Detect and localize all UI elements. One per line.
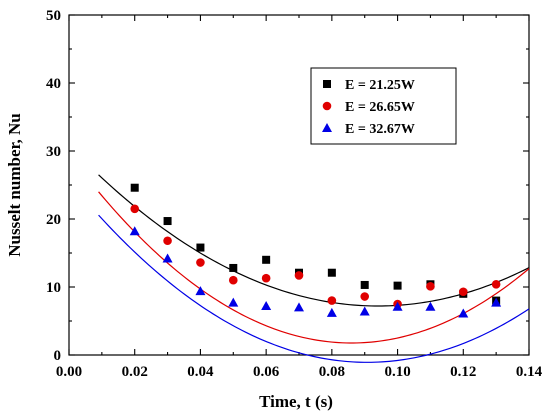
data-point xyxy=(359,306,370,316)
data-point xyxy=(360,292,370,301)
data-point xyxy=(129,226,140,236)
x-tick-label: 0.06 xyxy=(253,364,280,380)
x-tick-label: 0.02 xyxy=(122,364,148,380)
x-tick-label: 0.08 xyxy=(319,364,345,380)
y-tick-label: 50 xyxy=(46,8,61,24)
x-tick-label: 0.04 xyxy=(187,364,214,380)
data-point xyxy=(195,286,206,296)
data-point xyxy=(327,296,337,305)
data-point xyxy=(229,263,238,272)
data-point xyxy=(261,301,272,311)
data-point xyxy=(162,253,173,263)
y-tick-label: 10 xyxy=(46,280,61,296)
data-point xyxy=(261,273,271,283)
data-point xyxy=(130,204,140,214)
data-point xyxy=(458,308,469,318)
y-tick-label: 40 xyxy=(46,76,61,92)
axes: 0.00 0.02 0.04 0.06 0.08 0.10 0.12 0.14 0 10 20 30 4… xyxy=(46,8,543,380)
data-point xyxy=(130,183,139,192)
x-axis-title: Time, t (s) xyxy=(259,392,333,411)
legend-marker xyxy=(323,80,331,88)
data-point xyxy=(392,301,403,311)
x-tick-label: 0.00 xyxy=(56,364,82,380)
data-point xyxy=(294,271,304,280)
data-point xyxy=(458,287,468,297)
y-tick-label: 0 xyxy=(54,348,62,364)
data-point xyxy=(228,275,238,285)
data-point xyxy=(196,243,205,252)
legend-marker xyxy=(322,101,332,111)
data-point xyxy=(426,282,435,291)
data-point xyxy=(491,279,501,289)
data-point xyxy=(196,258,205,267)
x-tick-label: 0.12 xyxy=(450,364,476,380)
data-point xyxy=(491,297,502,307)
x-tick-label: 0.10 xyxy=(384,364,410,380)
data-point xyxy=(326,307,337,317)
legend: E = 21.25W E = 26.65W E = 32.67W xyxy=(310,67,457,145)
x-tick-label: 0.14 xyxy=(516,364,543,380)
legend-label: E = 26.65W xyxy=(345,100,415,115)
legend-label: E = 32.67W xyxy=(345,122,415,137)
y-tick-label: 30 xyxy=(46,144,61,160)
fit-curve xyxy=(98,191,530,344)
fit-curve xyxy=(98,174,530,307)
data-points xyxy=(129,183,502,318)
legend-label: E = 21.25W xyxy=(345,78,415,93)
data-point xyxy=(294,302,304,312)
data-point xyxy=(360,280,369,289)
legend-box xyxy=(310,67,457,145)
fit-curve xyxy=(98,214,530,363)
data-point xyxy=(262,255,271,264)
data-point xyxy=(228,297,239,307)
data-point xyxy=(393,281,402,290)
data-point xyxy=(327,268,336,277)
data-point xyxy=(163,236,172,246)
data-point xyxy=(425,301,436,311)
legend-marker xyxy=(322,123,332,132)
data-point xyxy=(163,217,172,226)
y-axis-title: Nusselt number, Nu xyxy=(5,113,24,256)
y-tick-label: 20 xyxy=(46,212,61,228)
fit-curves xyxy=(98,174,530,363)
